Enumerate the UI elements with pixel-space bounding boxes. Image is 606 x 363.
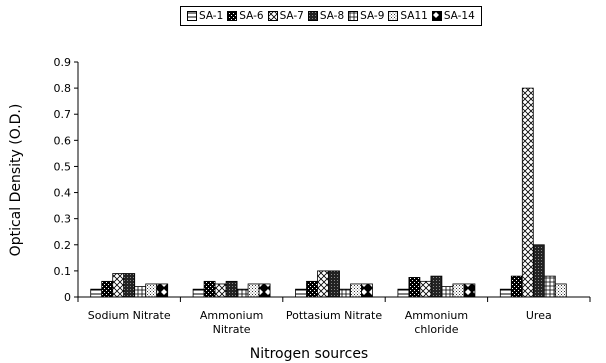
bar-sa-1-4 — [499, 288, 512, 298]
category-label: Ammonium — [200, 309, 263, 322]
bar-sa-9-1 — [236, 288, 249, 298]
legend-item: SA11 — [388, 10, 428, 22]
bar-sa-9-2 — [339, 288, 351, 298]
legend-label: SA-8 — [319, 10, 345, 22]
category-label: Pottasium Nitrate — [286, 309, 382, 322]
y-tick-label: 0 — [64, 291, 71, 304]
bar-sa-8-2 — [328, 270, 340, 298]
bar-sa-7-1 — [214, 283, 227, 298]
bar-sa-6-3 — [408, 277, 421, 298]
y-tick-label: 0.7 — [54, 108, 72, 121]
legend-swatch — [307, 11, 318, 21]
bar-sa-14-3 — [463, 283, 476, 298]
bar-sa-1-0 — [90, 288, 103, 298]
legend-swatch — [227, 11, 238, 21]
bar-sa-1-3 — [397, 288, 410, 298]
legend-item: SA-14 — [431, 10, 475, 22]
legend-label: SA-7 — [279, 10, 304, 22]
y-tick-label: 0.5 — [54, 160, 72, 173]
legend-item: SA-6 — [227, 10, 264, 22]
bar-sa11-2 — [350, 283, 362, 298]
y-tick-label: 0.2 — [54, 239, 72, 252]
legend: SA-1 SA-6 SA-7 SA-8 SA-9 SA11 SA-14 — [180, 6, 482, 26]
bar-sa11-3 — [452, 283, 465, 298]
y-tick-label: 0.9 — [54, 56, 72, 69]
bars — [90, 87, 567, 298]
bar-sa-6-4 — [510, 275, 523, 298]
y-tick-label: 0.8 — [54, 82, 72, 95]
bar-sa-9-0 — [134, 286, 147, 298]
bar-sa-7-0 — [112, 273, 125, 298]
bar-sa-7-3 — [419, 280, 432, 298]
y-tick-label: 0.3 — [54, 213, 72, 226]
category-label: Ammonium — [405, 309, 468, 322]
bar-sa-7-4 — [521, 87, 534, 298]
bar-sa-9-3 — [441, 286, 454, 298]
bar-sa-14-0 — [156, 283, 169, 298]
legend-swatch — [431, 11, 442, 21]
bar-sa11-0 — [145, 283, 158, 298]
y-tick-label: 0.1 — [54, 265, 72, 278]
bar-sa-14-2 — [361, 283, 373, 298]
legend-item: SA-8 — [307, 10, 345, 22]
bar-sa-8-1 — [225, 280, 238, 298]
legend-item: SA-9 — [348, 10, 384, 22]
bar-sa-6-1 — [203, 280, 216, 298]
x-axis-title: Nitrogen sources — [250, 346, 368, 362]
legend-label: SA-6 — [239, 10, 264, 22]
bar-sa-7-2 — [317, 270, 329, 298]
bar-sa-8-0 — [123, 273, 136, 298]
bar-sa-9-4 — [543, 275, 556, 298]
bar-sa-1-2 — [295, 288, 307, 298]
legend-label: SA11 — [400, 10, 428, 22]
bar-sa-8-3 — [430, 275, 443, 298]
y-axis: 0 0.1 0.2 0.3 0.4 0.5 0.6 0.7 0.8 0.9 — [54, 56, 79, 304]
y-tick-label: 0.4 — [54, 187, 72, 200]
category-label: Sodium Nitrate — [88, 309, 171, 322]
bar-sa-1-1 — [192, 288, 205, 298]
bar-sa-8-4 — [532, 244, 545, 298]
bar-sa11-1 — [247, 283, 260, 298]
category-label: Urea — [526, 309, 552, 322]
legend-label: SA-1 — [199, 10, 224, 22]
legend-item: SA-1 — [187, 10, 223, 22]
bar-sa-6-0 — [101, 280, 114, 298]
bar-sa11-4 — [554, 283, 567, 298]
bar-sa-14-1 — [258, 283, 271, 298]
category-label: Nitrate — [213, 323, 251, 336]
y-tick-label: 0.6 — [54, 134, 72, 147]
bar-sa-6-2 — [306, 280, 318, 298]
legend-swatch — [267, 11, 278, 21]
legend-label: SA-14 — [443, 10, 475, 22]
legend-swatch — [348, 11, 359, 21]
category-label: chloride — [414, 323, 458, 336]
legend-swatch — [388, 11, 399, 21]
legend-label: SA-9 — [360, 10, 385, 22]
legend-swatch — [187, 11, 197, 21]
y-axis-title: Optical Density (O.D.) — [8, 104, 24, 257]
legend-item: SA-7 — [267, 10, 304, 22]
